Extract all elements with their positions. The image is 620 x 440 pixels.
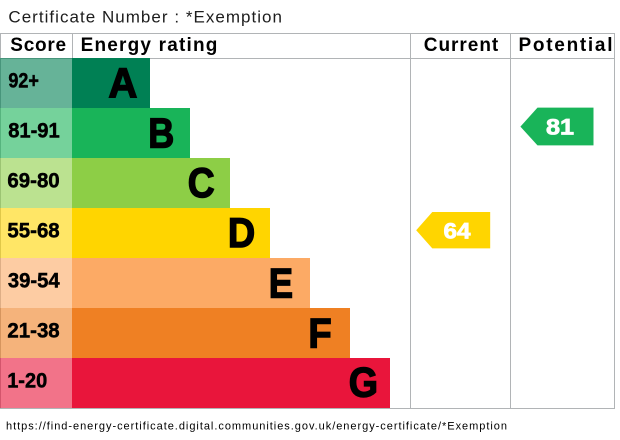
svg-text:G: G [349, 359, 378, 406]
svg-text:C: C [188, 159, 215, 206]
svg-text:E: E [269, 260, 293, 307]
svg-text:Certificate Number : *Exemptio: Certificate Number : *Exemption [8, 8, 282, 27]
svg-text:55-68: 55-68 [7, 220, 60, 243]
svg-text:81-91: 81-91 [8, 120, 60, 143]
svg-text:F: F [308, 310, 331, 357]
svg-text:D: D [228, 209, 255, 256]
svg-text:21-38: 21-38 [7, 320, 60, 343]
svg-text:A: A [108, 59, 137, 106]
svg-text:69-80: 69-80 [7, 170, 59, 193]
svg-text:https://find-energy-certificat: https://find-energy-certificate.digital.… [6, 420, 507, 432]
svg-text:92+: 92+ [8, 70, 39, 93]
svg-text:B: B [148, 110, 174, 157]
svg-text:Score: Score [10, 35, 66, 56]
svg-text:Current: Current [424, 35, 499, 56]
svg-text:39-54: 39-54 [8, 270, 60, 293]
svg-text:Energy rating: Energy rating [81, 35, 218, 56]
svg-text:64: 64 [444, 219, 472, 244]
svg-text:1-20: 1-20 [7, 370, 47, 393]
svg-text:81: 81 [546, 114, 574, 139]
